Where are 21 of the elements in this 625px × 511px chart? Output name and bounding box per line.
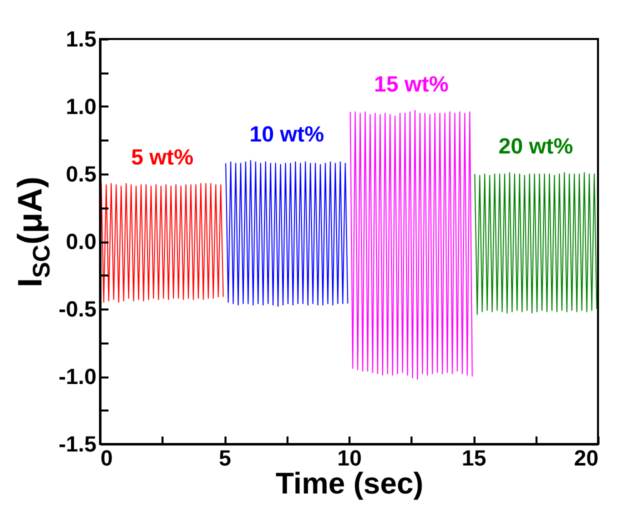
series-label: 5 wt% xyxy=(131,144,194,170)
x-tick-label: 10 xyxy=(337,446,362,470)
line-series xyxy=(225,160,348,307)
x-tick-label: 5 xyxy=(218,446,232,470)
y-tick-label: 1.5 xyxy=(66,26,96,52)
x-tick-label: 15 xyxy=(462,446,486,470)
x-axis-title: Time (sec) xyxy=(276,468,424,500)
x-tick-label: 0 xyxy=(100,446,113,470)
series-label: 20 wt% xyxy=(498,134,574,159)
line-series xyxy=(474,172,598,315)
line-series xyxy=(100,182,224,303)
series-label: 15 wt% xyxy=(374,72,449,97)
y-tick-label: 1.0 xyxy=(66,94,96,119)
series-label: 10 wt% xyxy=(249,122,324,146)
y-tick-label: -0.5 xyxy=(58,296,96,322)
y-tick-label: -1.5 xyxy=(58,432,96,456)
y-tick-label: 0.0 xyxy=(66,229,96,254)
x-tick-label: 20 xyxy=(574,446,598,470)
y-tick-label: 0.5 xyxy=(66,162,96,186)
y-tick-label: -1.0 xyxy=(58,364,96,389)
line-series xyxy=(350,110,473,380)
